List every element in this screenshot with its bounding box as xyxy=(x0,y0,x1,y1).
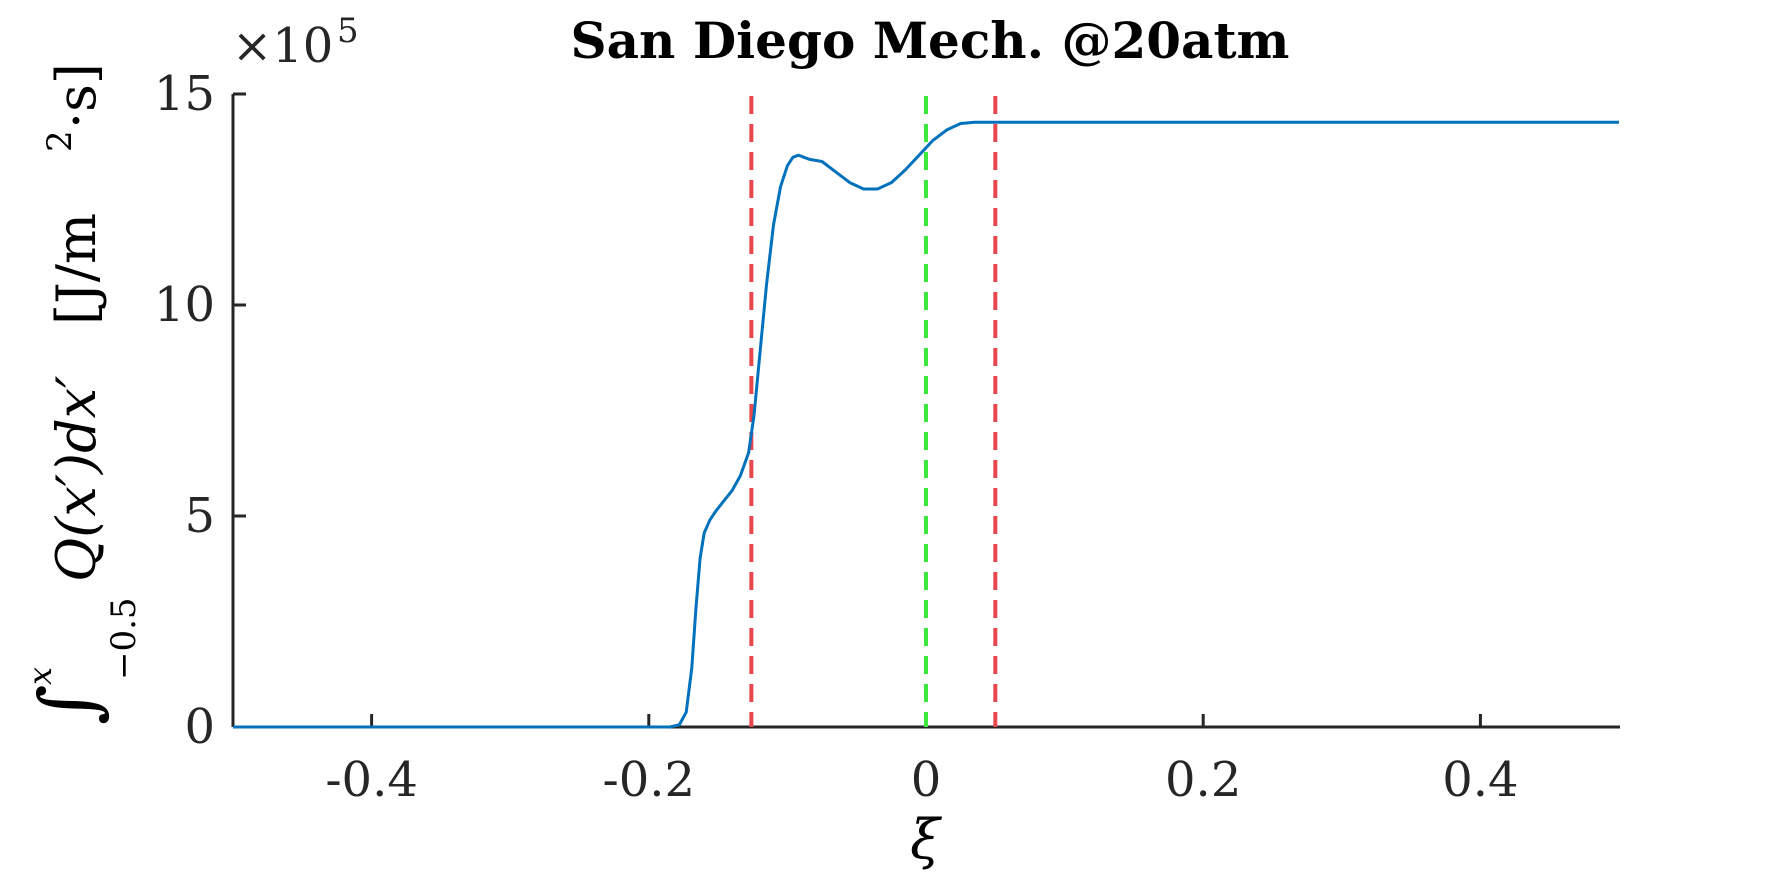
x-tick-label: 0 xyxy=(911,752,942,808)
y-label-units-prefix: [J/m xyxy=(45,213,108,325)
x-tick-label: -0.4 xyxy=(325,752,418,808)
y-label-units-suffix: ·s] xyxy=(45,63,108,129)
y-multiplier-exponent: 5 xyxy=(337,11,359,51)
y-label-integrand: Q(x′)dx′ xyxy=(45,376,108,582)
x-tick-label: 0.4 xyxy=(1442,752,1518,808)
y-label-upper-limit: x xyxy=(21,667,59,685)
y-multiplier: ×10 5 xyxy=(232,11,359,74)
y-tick-label: 10 xyxy=(154,277,215,333)
y-label-lower-limit: −0.5 xyxy=(104,597,144,680)
y-label-integral: ∫ xyxy=(24,684,114,725)
y-tick-label: 0 xyxy=(184,699,215,755)
series-line xyxy=(233,120,1619,729)
plot-area: -0.4 -0.2 0 0.2 0.4 0 5 10 15 xyxy=(154,66,1620,808)
y-axis-label: ∫ x −0.5 Q(x′)dx′ [J/m 2 ·s] xyxy=(21,63,144,725)
chart-title: San Diego Mech. @20atm xyxy=(571,11,1290,70)
x-axis-label: ξ xyxy=(910,808,942,871)
y-tick-label: 5 xyxy=(184,488,215,544)
y-label-units-power: 2 xyxy=(40,130,80,152)
y-multiplier-base: ×10 xyxy=(232,18,333,74)
x-tick-label: 0.2 xyxy=(1165,752,1241,808)
x-tick-label: -0.2 xyxy=(603,752,696,808)
y-tick-label: 15 xyxy=(154,66,215,122)
